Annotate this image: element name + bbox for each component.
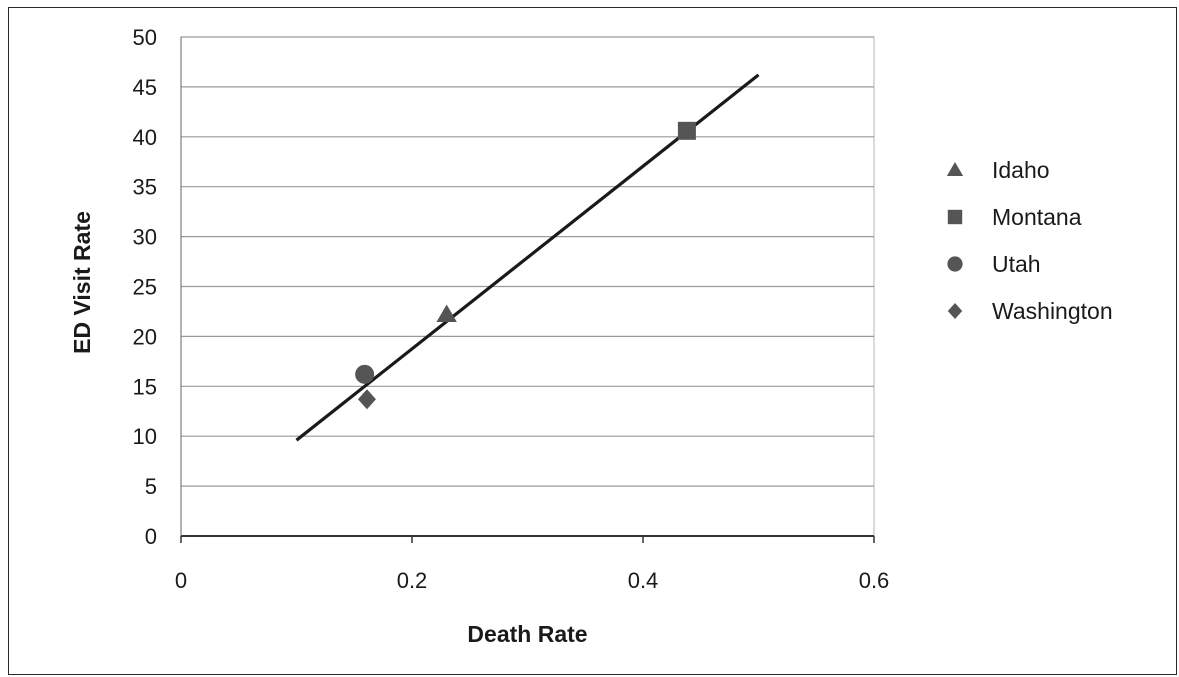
- y-tick-labels: 0 5 10 15 20 25 30 35 40 45 50: [133, 25, 157, 549]
- legend-label-utah: Utah: [992, 251, 1041, 277]
- y-tick-label: 50: [133, 25, 157, 50]
- legend-marker-utah: [947, 256, 963, 272]
- data-point-utah: [355, 364, 375, 384]
- x-axis-title: Death Rate: [467, 621, 587, 647]
- y-tick-label: 5: [145, 474, 157, 499]
- y-tick-label: 15: [133, 374, 157, 399]
- y-tick-label: 45: [133, 75, 157, 100]
- legend-label-washington: Washington: [992, 298, 1113, 324]
- legend: Idaho Montana Utah Washington: [946, 157, 1113, 324]
- y-tick-label: 30: [133, 225, 157, 250]
- legend-marker-idaho: [946, 162, 964, 176]
- gridlines: [181, 36, 874, 537]
- y-axis-title: ED Visit Rate: [69, 211, 95, 354]
- data-points: [355, 121, 696, 410]
- y-tick-label: 35: [133, 175, 157, 200]
- legend-marker-washington: [947, 303, 963, 319]
- y-tick-label: 10: [133, 424, 157, 449]
- y-tick-label: 40: [133, 125, 157, 150]
- legend-marker-montana: [947, 209, 963, 225]
- axes: [180, 37, 874, 537]
- y-tick-label: 20: [133, 324, 157, 349]
- x-tick-label: 0.6: [859, 568, 890, 593]
- x-tick-label: 0.2: [397, 568, 428, 593]
- data-point-washington: [357, 389, 376, 410]
- x-tick-label: 0: [175, 568, 187, 593]
- data-point-montana: [677, 121, 696, 140]
- data-point-idaho: [436, 304, 457, 322]
- x-tick-labels: 0 0.2 0.4 0.6: [175, 536, 889, 593]
- legend-label-montana: Montana: [992, 204, 1082, 230]
- y-tick-label: 25: [133, 275, 157, 300]
- legend-label-idaho: Idaho: [992, 157, 1050, 183]
- y-tick-label: 0: [145, 524, 157, 549]
- x-tick-label: 0.4: [628, 568, 659, 593]
